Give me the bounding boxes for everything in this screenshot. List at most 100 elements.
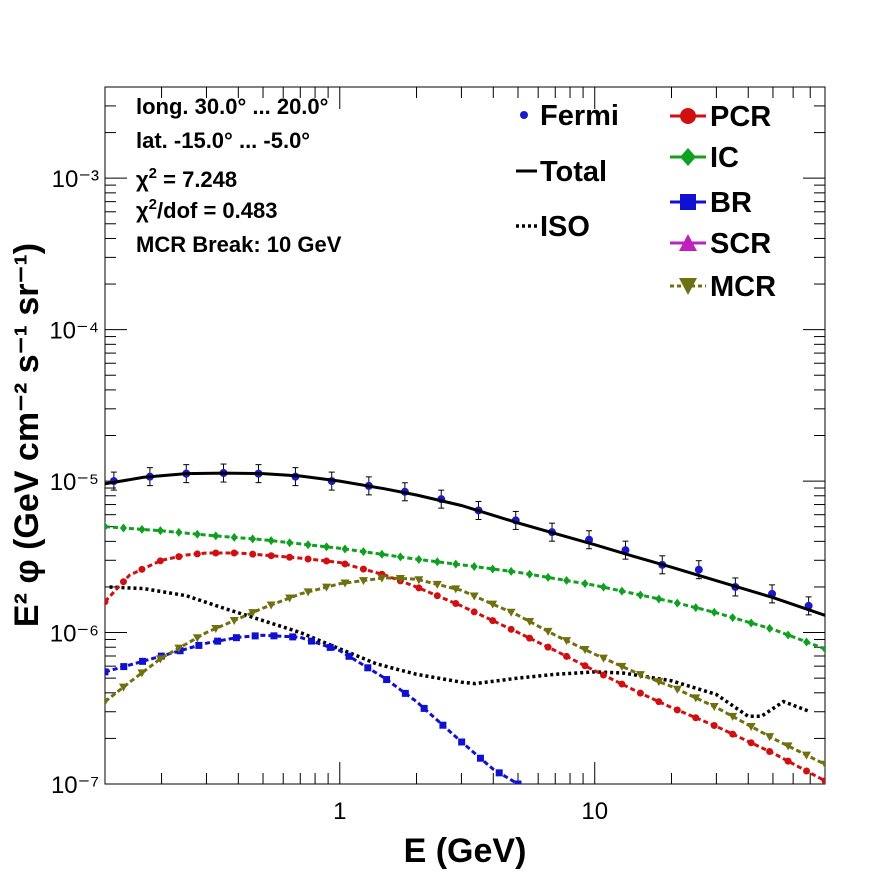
data-point <box>495 769 503 777</box>
data-point <box>322 583 332 592</box>
series-mcr <box>105 574 825 769</box>
data-point <box>155 655 165 664</box>
data-point <box>452 559 460 569</box>
data-point <box>747 739 755 747</box>
axes: 1 10 10⁻⁷ 10⁻⁶ 10⁻⁵ 10⁻⁴ 10⁻³ <box>49 86 826 825</box>
y-tick-label: 10⁻⁷ <box>51 772 99 799</box>
data-point <box>118 683 128 692</box>
data-point <box>470 562 478 572</box>
data-point <box>326 643 334 651</box>
data-point <box>526 569 534 579</box>
data-point <box>345 652 353 660</box>
data-point <box>286 538 294 548</box>
data-point <box>229 617 239 626</box>
data-point <box>251 632 259 640</box>
data-point <box>266 601 276 610</box>
data-point <box>138 524 146 534</box>
legend: Fermi Total ISO PCR IC BR SCR MCR <box>516 100 776 303</box>
data-point <box>618 586 626 596</box>
data-point <box>469 592 479 601</box>
data-point <box>784 757 792 765</box>
data-point <box>156 557 164 565</box>
data-point <box>514 780 522 784</box>
series-pcr <box>105 549 825 784</box>
data-point <box>307 637 315 645</box>
data-point <box>747 618 755 628</box>
data-point <box>470 608 478 616</box>
series-total <box>105 471 825 617</box>
data-point <box>655 698 663 706</box>
data-point <box>673 598 681 608</box>
data-point <box>694 565 703 574</box>
data-point <box>710 607 718 617</box>
data-point <box>364 664 372 672</box>
data-point <box>341 560 349 568</box>
data-point <box>359 565 367 573</box>
data-point <box>433 557 441 567</box>
data-point <box>507 566 515 576</box>
x-axis-title: E (GeV) <box>404 832 527 870</box>
data-point <box>821 644 825 654</box>
data-point <box>635 671 645 680</box>
data-point <box>655 594 663 604</box>
data-point <box>286 553 294 561</box>
data-point <box>580 645 590 654</box>
data-point <box>249 550 257 558</box>
data-point <box>212 549 220 557</box>
data-point <box>267 552 275 560</box>
legend-entry-fermi: Fermi <box>520 100 619 132</box>
data-point <box>525 618 535 627</box>
data-point <box>598 654 608 663</box>
y-axis-title: E² φ (GeV cm⁻² s⁻¹ sr⁻¹) <box>8 243 46 627</box>
data-point <box>105 522 109 532</box>
data-point <box>680 148 696 166</box>
series-iso <box>109 585 811 719</box>
data-point <box>636 590 644 600</box>
data-point <box>323 542 331 552</box>
data-point <box>543 627 553 636</box>
data-point <box>105 598 109 606</box>
data-point <box>138 565 146 573</box>
series-layer <box>105 463 825 784</box>
info-line: lat. -15.0° ... -5.0° <box>136 128 310 153</box>
data-point <box>544 643 552 651</box>
data-point <box>176 647 184 655</box>
data-point <box>304 555 312 563</box>
x-tick-label: 10 <box>581 798 608 825</box>
data-point <box>212 531 220 541</box>
legend-label: PCR <box>710 101 771 133</box>
data-point <box>415 554 423 564</box>
y-tick-label: 10⁻⁴ <box>49 318 99 345</box>
info-line: χ2 = 7.248 <box>136 165 237 192</box>
data-point <box>378 549 386 559</box>
data-point <box>526 634 534 642</box>
data-point <box>563 576 571 586</box>
info-line: long. 30.0° ... 20.0° <box>136 94 328 119</box>
data-point <box>119 523 127 533</box>
y-tick-label: 10⁻⁵ <box>50 469 99 496</box>
data-point <box>489 617 497 625</box>
data-point <box>174 644 184 653</box>
data-point <box>249 534 257 544</box>
legend-entry-pcr: PCR <box>670 101 771 133</box>
data-point <box>803 767 811 775</box>
legend-label: SCR <box>710 228 771 260</box>
x-tick-label: 1 <box>333 798 346 825</box>
data-point <box>821 777 825 784</box>
data-point <box>654 678 664 687</box>
data-point <box>358 577 368 586</box>
data-point <box>105 668 109 676</box>
data-point <box>680 194 696 210</box>
data-point <box>420 704 428 712</box>
legend-entry-total: Total <box>516 156 607 188</box>
data-point <box>192 634 202 643</box>
data-point <box>618 680 626 688</box>
data-point <box>728 712 738 721</box>
data-point <box>415 584 423 592</box>
data-point <box>432 580 442 589</box>
data-point <box>248 609 258 618</box>
data-point <box>285 594 295 603</box>
series-ic <box>105 522 825 654</box>
legend-label: Total <box>540 156 607 188</box>
data-point <box>175 553 183 561</box>
